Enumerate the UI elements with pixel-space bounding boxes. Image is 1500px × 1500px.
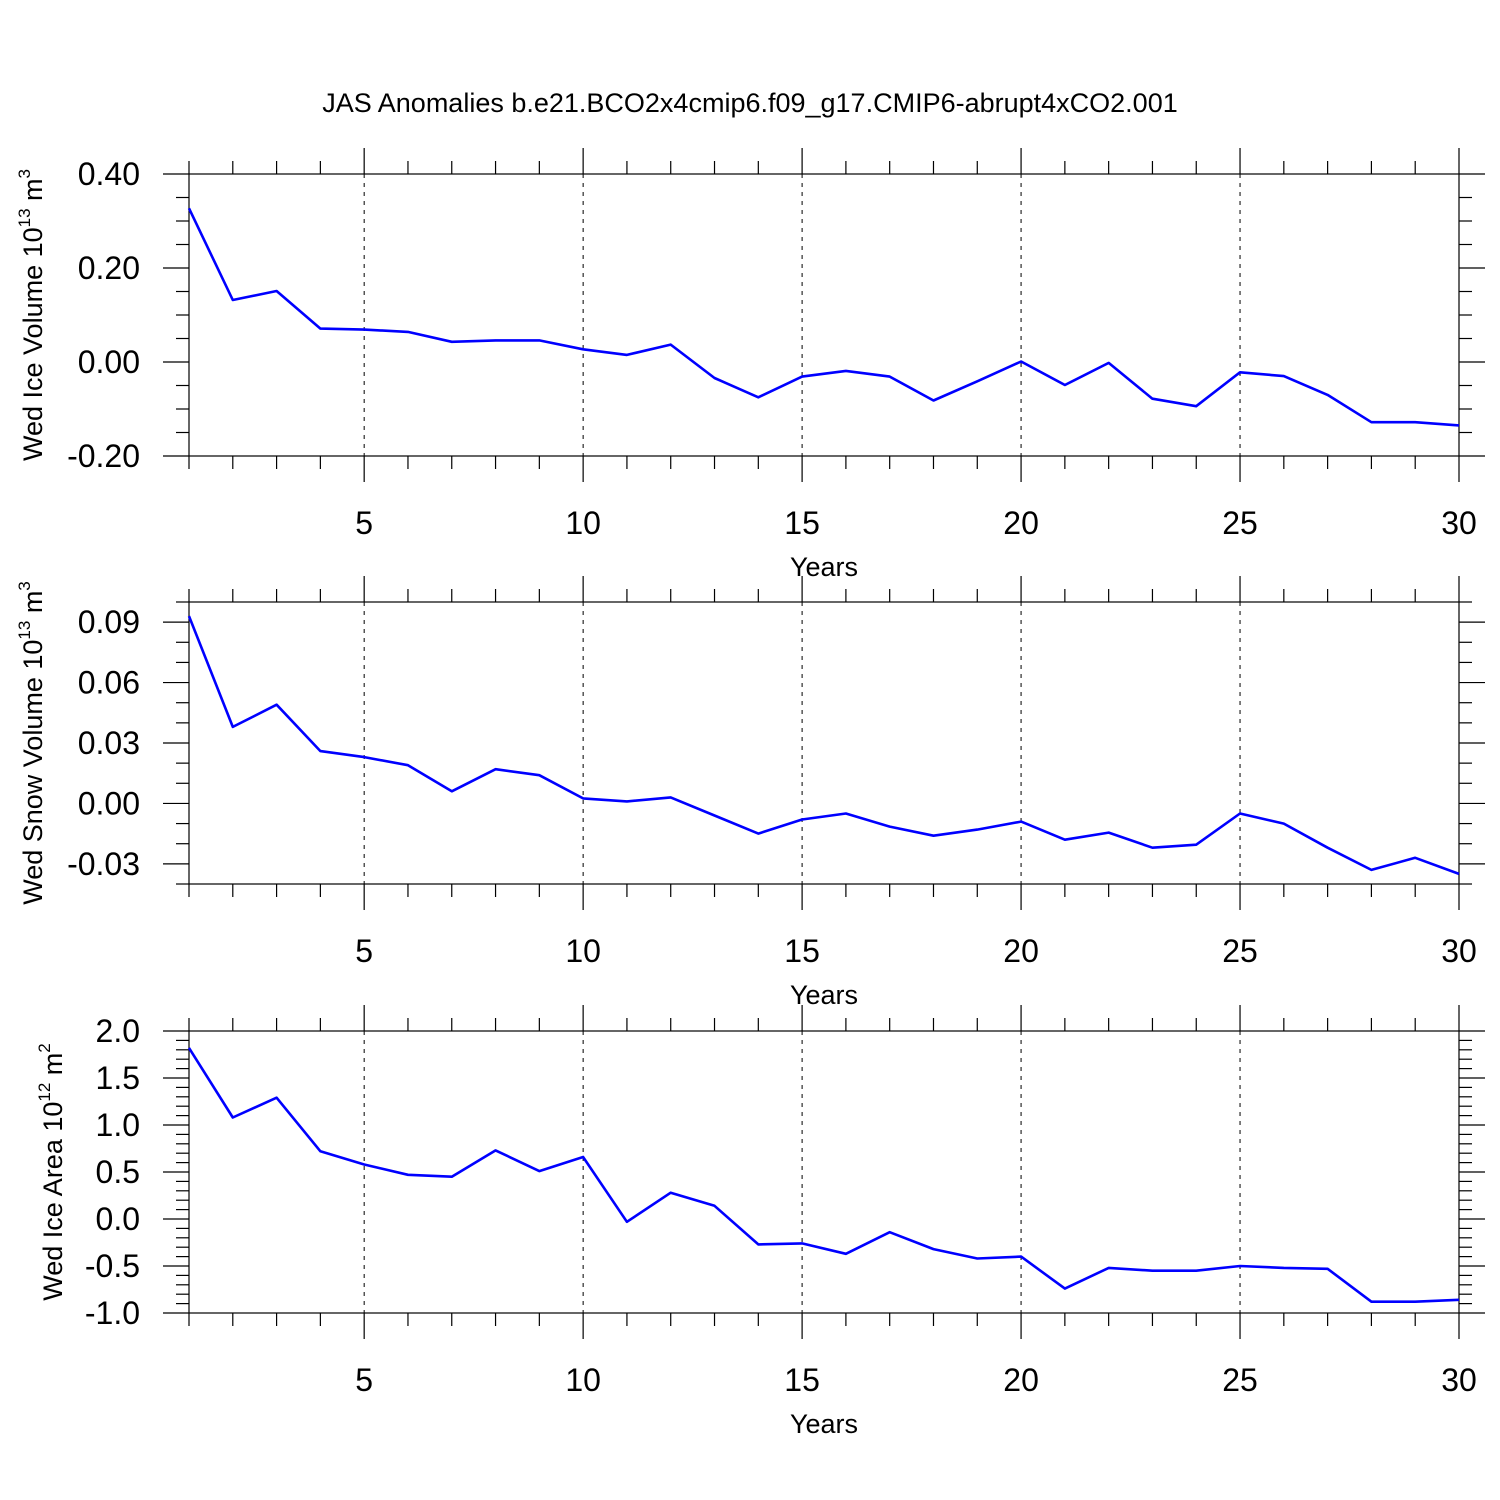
series-line bbox=[187, 207, 1460, 427]
x-axis-label: Years bbox=[790, 552, 858, 582]
x-tick-label: 10 bbox=[565, 1362, 601, 1398]
x-tick-label: 25 bbox=[1222, 1362, 1258, 1398]
x-tick-label: 20 bbox=[1003, 1362, 1039, 1398]
x-tick-label: 15 bbox=[784, 933, 820, 969]
plot-frame bbox=[188, 173, 1460, 457]
x-tick-label: 20 bbox=[1003, 933, 1039, 969]
y-tick-label: -0.5 bbox=[85, 1248, 140, 1284]
x-tick-label: 15 bbox=[784, 1362, 820, 1398]
y-axis-label-main: Wed Snow Volume 10 bbox=[18, 640, 48, 905]
series-line bbox=[187, 1047, 1460, 1303]
series-line bbox=[187, 615, 1460, 876]
y-axis-label-unit: m bbox=[18, 178, 48, 208]
y-axis-label-exponent: 12 bbox=[35, 1083, 54, 1102]
y-tick-label: 0.0 bbox=[96, 1201, 140, 1237]
y-tick-label: 0.5 bbox=[96, 1154, 140, 1190]
y-tick-label: 0.20 bbox=[78, 250, 140, 286]
x-tick-label: 30 bbox=[1441, 505, 1477, 541]
x-tick-label: 25 bbox=[1222, 505, 1258, 541]
plot-frame bbox=[188, 601, 1460, 885]
x-tick-label: 5 bbox=[355, 1362, 373, 1398]
y-tick-label: -0.03 bbox=[67, 846, 140, 882]
y-tick-label: 2.0 bbox=[96, 1013, 140, 1049]
x-tick-label: 30 bbox=[1441, 933, 1477, 969]
y-axis-label-exponent: 13 bbox=[15, 208, 34, 227]
y-axis-label-unit: m bbox=[38, 1053, 68, 1083]
y-tick-label: 1.5 bbox=[96, 1060, 140, 1096]
y-tick-label: 0.00 bbox=[78, 785, 140, 821]
x-tick-label: 10 bbox=[565, 505, 601, 541]
y-axis-label-unit-exponent: 3 bbox=[15, 581, 34, 590]
panel-2: 5 10 15 20 25 30 Years 0.09 0.06 0.03 0.00 -0.03 Wed… bbox=[15, 576, 1485, 1010]
x-tick-label: 5 bbox=[355, 505, 373, 541]
y-axis-label-main: Wed Ice Volume 10 bbox=[18, 227, 48, 461]
x-axis-label: Years bbox=[790, 980, 858, 1010]
x-tick-label: 10 bbox=[565, 933, 601, 969]
y-axis-label-unit-exponent: 2 bbox=[35, 1043, 54, 1052]
y-tick-label: 0.03 bbox=[78, 725, 140, 761]
x-axis-label: Years bbox=[790, 1409, 858, 1439]
y-tick-label: 0.09 bbox=[78, 604, 140, 640]
y-axis-label-unit-exponent: 3 bbox=[15, 169, 34, 178]
panel-3: 5 10 15 20 25 30 Years 2.0 1.5 1.0 0.5 0.0 -0.5 -1.0 W… bbox=[35, 1005, 1485, 1439]
panel-1: 5 10 15 20 25 30 Years 0.40 0.20 0.00 -0.20 Wed Ice… bbox=[15, 148, 1485, 582]
y-axis-label-main: Wed Ice Area 10 bbox=[38, 1102, 68, 1301]
y-tick-label: 1.0 bbox=[96, 1107, 140, 1143]
x-tick-label: 20 bbox=[1003, 505, 1039, 541]
x-tick-label: 5 bbox=[355, 933, 373, 969]
x-tick-label: 25 bbox=[1222, 933, 1258, 969]
y-tick-label: -1.0 bbox=[85, 1295, 140, 1331]
chart-title: JAS Anomalies b.e21.BCO2x4cmip6.f09_g17.… bbox=[322, 88, 1177, 118]
x-tick-label: 30 bbox=[1441, 1362, 1477, 1398]
y-tick-label: 0.40 bbox=[78, 156, 140, 192]
y-axis-label: Wed Snow Volume 1013 m3 bbox=[15, 581, 48, 905]
y-axis-label-exponent: 13 bbox=[15, 621, 34, 640]
plot-frame bbox=[188, 1030, 1460, 1314]
y-tick-label: -0.20 bbox=[67, 438, 140, 474]
y-tick-label: 0.00 bbox=[78, 344, 140, 380]
y-axis-label: Wed Ice Volume 1013 m3 bbox=[15, 169, 48, 461]
x-tick-label: 15 bbox=[784, 505, 820, 541]
y-tick-label: 0.06 bbox=[78, 665, 140, 701]
y-axis-label: Wed Ice Area 1012 m2 bbox=[35, 1043, 68, 1301]
y-axis-label-unit: m bbox=[18, 591, 48, 621]
